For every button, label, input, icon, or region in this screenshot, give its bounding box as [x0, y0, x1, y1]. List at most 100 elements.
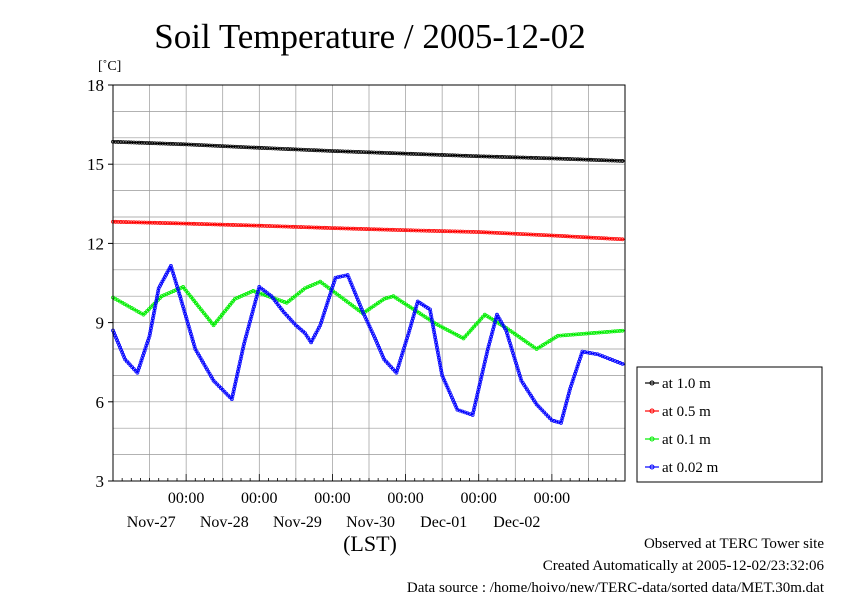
series-marker [599, 330, 604, 335]
series-layer [111, 139, 626, 425]
legend-marker [649, 436, 655, 442]
series-marker [493, 317, 498, 322]
x-tick-day-label: Nov-29 [273, 514, 322, 531]
series-marker [559, 421, 563, 425]
series-marker [534, 402, 539, 407]
series-marker [343, 273, 348, 278]
series-marker [336, 275, 340, 280]
series-marker [612, 329, 617, 334]
series-marker [152, 306, 157, 311]
series-marker [151, 316, 155, 321]
series-marker [607, 329, 612, 334]
series-marker [559, 418, 564, 423]
series-marker [493, 320, 497, 324]
series-marker [494, 315, 499, 320]
series-marker [588, 351, 592, 355]
x-tick-day-label: Nov-30 [346, 514, 395, 531]
series-marker [565, 396, 570, 401]
series-marker [487, 342, 492, 346]
footer-source: Data source : /home/hoivo/new/TERC-data/… [406, 580, 824, 596]
x-tick-time-label: 00:00 [168, 490, 204, 507]
series-marker [597, 330, 602, 335]
series-marker [548, 416, 552, 421]
series-marker [566, 394, 571, 398]
series-at-1-0-m [111, 139, 626, 163]
series-marker [593, 351, 597, 356]
series-marker [489, 332, 494, 337]
series-marker [150, 321, 154, 326]
series-marker [560, 416, 565, 420]
series-marker [610, 329, 615, 334]
series-marker [384, 296, 389, 301]
series-marker [563, 406, 567, 411]
series-marker [571, 332, 576, 337]
y-tick-label: 12 [87, 234, 104, 253]
series-marker [486, 344, 491, 349]
y-tick-label: 15 [87, 155, 104, 174]
series-marker [340, 274, 345, 279]
series-marker [155, 293, 160, 298]
series-marker [386, 295, 391, 300]
legend-label: at 0.02 m [662, 460, 719, 476]
series-at-0-02-m [111, 263, 626, 425]
y-tick-label: 9 [96, 314, 105, 333]
x-tick-day-label: Dec-01 [420, 514, 467, 531]
legend-box [636, 366, 823, 483]
series-marker [561, 333, 566, 338]
series-marker [544, 412, 549, 417]
series-marker [615, 329, 620, 334]
series-marker [617, 329, 622, 333]
series-marker [584, 331, 589, 336]
series-marker [556, 420, 561, 425]
y-axis-label: [˚C] [98, 59, 121, 74]
series-marker [333, 275, 338, 280]
x-tick-time-label: 00:00 [241, 490, 277, 507]
x-tick-day-label: Dec-02 [493, 514, 540, 531]
legend-marker [649, 380, 655, 386]
legend-item: at 0.5 m [645, 404, 711, 420]
series-marker [389, 294, 393, 299]
series-marker [592, 331, 596, 335]
series-marker [620, 361, 625, 366]
series-marker [546, 414, 550, 419]
series-marker [147, 333, 152, 338]
series-marker [564, 401, 569, 406]
series-marker [152, 308, 157, 313]
legend-label: at 1.0 m [662, 376, 711, 392]
series-marker [492, 322, 497, 327]
x-tick-time-label: 00:00 [314, 490, 350, 507]
series-marker [574, 332, 578, 337]
series-marker [589, 331, 594, 336]
series-marker [552, 419, 557, 423]
series-marker [152, 311, 156, 316]
series-at-0-1-m [111, 279, 626, 351]
series-marker [150, 318, 155, 323]
y-tick-label: 18 [87, 76, 104, 95]
series-marker [556, 333, 560, 338]
series-marker [491, 327, 495, 332]
series-marker [489, 334, 494, 339]
series-marker [491, 325, 496, 329]
series-marker [558, 333, 563, 338]
legend-item: at 1.0 m [645, 376, 711, 392]
x-tick-day-label: Nov-28 [200, 514, 249, 531]
series-marker [488, 337, 493, 342]
y-tick-label: 6 [96, 393, 105, 412]
x-tick-day-label: Nov-27 [127, 514, 176, 531]
series-marker [563, 333, 568, 338]
series-marker [151, 313, 156, 318]
series-marker [564, 398, 569, 403]
series-marker [554, 419, 559, 424]
series-marker [594, 330, 599, 335]
series-marker [562, 408, 567, 413]
legend-item: at 0.02 m [645, 460, 719, 476]
series-marker [561, 411, 566, 416]
series-marker [582, 350, 587, 354]
series-marker [585, 350, 590, 355]
series-marker [536, 404, 541, 409]
legend-item: at 0.1 m [645, 432, 711, 448]
series-marker [542, 410, 547, 415]
series-marker [490, 329, 495, 334]
legend-label: at 0.1 m [662, 432, 711, 448]
